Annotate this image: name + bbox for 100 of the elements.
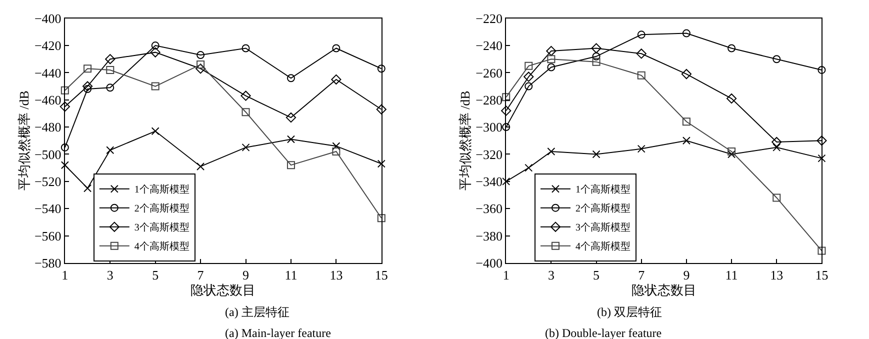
x-tick-label: 13 <box>330 268 343 283</box>
point <box>546 46 556 56</box>
y-tick-label: −380 <box>476 228 502 244</box>
point <box>376 104 386 114</box>
x-tick-label: 9 <box>242 268 250 283</box>
x-tick-label: 1 <box>62 268 68 283</box>
point <box>331 74 342 85</box>
x-tick-label: 13 <box>770 268 784 283</box>
legend-label: 3个高斯模型 <box>134 222 190 234</box>
point <box>818 66 826 74</box>
y-tick-label: −300 <box>476 120 502 135</box>
x-tick-label: 9 <box>683 268 690 283</box>
x-axis-title: 隐状态数目 <box>631 282 696 298</box>
point <box>196 162 205 170</box>
y-tick-label: −240 <box>476 38 502 54</box>
y-tick-label: −500 <box>34 146 62 162</box>
legend-label: 1个高斯模型 <box>576 184 631 196</box>
y-tick-label: −540 <box>34 201 62 216</box>
point <box>591 43 602 54</box>
y-tick-label: −560 <box>34 228 62 244</box>
point <box>240 90 251 101</box>
point <box>728 148 736 156</box>
point <box>682 29 690 38</box>
point <box>772 136 782 148</box>
y-tick-label: −460 <box>34 92 62 108</box>
point <box>332 142 340 150</box>
x-tick-label: 5 <box>152 268 159 283</box>
legend-label: 1个高斯模型 <box>134 184 190 196</box>
y-tick-label: −260 <box>476 65 502 80</box>
legend-label: 3个高斯模型 <box>576 222 631 234</box>
legend-label: 2个高斯模型 <box>576 202 631 215</box>
point <box>502 177 510 186</box>
point <box>637 144 646 153</box>
point <box>196 64 206 74</box>
x-axis-title: 隐状态数目 <box>190 282 256 298</box>
point <box>547 55 556 64</box>
point <box>772 143 781 152</box>
point <box>286 135 295 144</box>
legend-label: 2个高斯模型 <box>134 202 190 215</box>
y-tick-label: −420 <box>34 38 62 54</box>
point <box>818 246 826 255</box>
y-tick-label: −360 <box>476 201 502 216</box>
point <box>106 66 114 74</box>
point <box>377 214 386 222</box>
point <box>286 112 296 123</box>
x-tick-label: 11 <box>284 268 298 283</box>
point <box>726 93 737 104</box>
x-tick-label: 7 <box>197 268 204 283</box>
point <box>377 160 386 168</box>
point <box>524 72 534 82</box>
point <box>524 62 533 70</box>
legend-label: 4个高斯模型 <box>576 240 631 253</box>
point <box>682 136 690 145</box>
point <box>242 44 250 52</box>
point <box>637 71 646 80</box>
point <box>728 44 736 52</box>
point <box>150 47 160 58</box>
point <box>636 48 646 59</box>
text: (a) 主层特征 <box>225 305 290 319</box>
x-tick-label: 15 <box>374 268 388 283</box>
point <box>547 63 556 72</box>
point <box>502 93 510 102</box>
text: (b) 双层特征 <box>597 305 662 319</box>
point <box>84 184 92 192</box>
y-tick-label: −320 <box>476 146 502 162</box>
point <box>377 64 386 73</box>
point <box>286 74 295 82</box>
point <box>728 150 736 158</box>
point <box>151 127 160 136</box>
x-tick-label: 7 <box>638 268 646 283</box>
x-tick-label: 1 <box>502 268 510 283</box>
point <box>82 81 93 92</box>
x-tick-label: 15 <box>815 268 828 283</box>
y-tick-label: −280 <box>476 92 502 108</box>
y-axis-title: 平均似然概率 /dB <box>458 90 473 191</box>
point <box>60 161 69 170</box>
point <box>332 44 340 52</box>
point <box>60 143 69 152</box>
y-tick-label: −400 <box>34 10 62 26</box>
point <box>772 194 781 202</box>
point <box>772 55 781 64</box>
point <box>332 148 340 156</box>
point <box>501 106 512 116</box>
y-tick-label: −340 <box>476 174 502 189</box>
point <box>592 52 600 60</box>
legend-label: 4个高斯模型 <box>134 240 190 253</box>
point <box>681 69 692 80</box>
point <box>524 82 533 90</box>
x-tick-label: 11 <box>725 268 738 283</box>
x-tick-label: 5 <box>593 268 600 283</box>
x-tick-label: 3 <box>106 268 114 283</box>
point <box>84 85 92 94</box>
y-tick-label: −480 <box>34 120 62 135</box>
point <box>60 86 69 94</box>
point <box>818 154 826 162</box>
y-tick-label: −220 <box>476 10 502 26</box>
y-axis-title: 平均似然概率 /dB <box>16 90 32 191</box>
point <box>106 84 114 92</box>
y-tick-label: −580 <box>34 256 62 271</box>
point <box>151 42 160 50</box>
